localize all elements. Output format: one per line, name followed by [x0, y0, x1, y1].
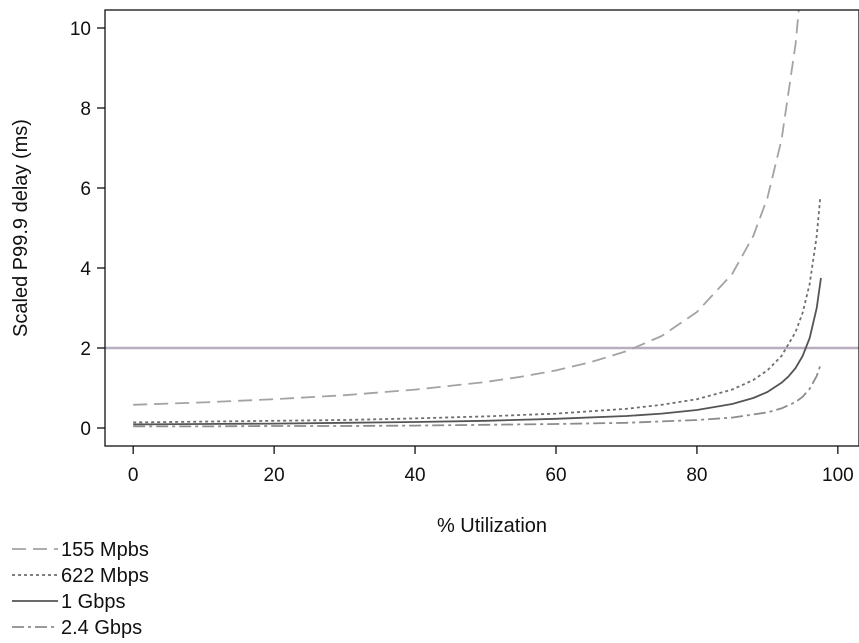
y-tick-label: 6	[80, 179, 91, 200]
series-line-3	[133, 277, 822, 426]
series-layer	[133, 10, 822, 428]
legend-label-3: 1 Gbps	[61, 591, 125, 613]
x-tick-label: 20	[264, 465, 285, 486]
legend-label-2: 622 Mbps	[61, 565, 149, 587]
x-tick-label: 80	[686, 465, 707, 486]
y-tick-label: 8	[80, 99, 91, 120]
series-line-1	[133, 10, 800, 406]
x-tick-label: 40	[404, 465, 425, 486]
legend-label-1: 155 Mpbs	[61, 539, 149, 561]
y-axis-label: Scaled P99.9 delay (ms)	[10, 119, 32, 337]
y-ticks: 0 2 4 6 8 10	[70, 19, 105, 440]
x-tick-label: 0	[128, 465, 139, 486]
x-tick-label: 60	[545, 465, 566, 486]
x-axis-label: % Utilization	[437, 515, 547, 537]
x-ticks: 0 20 40 60 80 100	[128, 446, 854, 486]
plot-frame	[104, 9, 859, 447]
y-tick-label: 10	[70, 19, 91, 40]
x-tick-label: 100	[822, 465, 854, 486]
legend: 155 Mpbs 622 Mbps 1 Gbps 2.4 Gbps	[12, 539, 149, 639]
legend-label-4: 2.4 Gbps	[61, 617, 142, 639]
series-line-4	[133, 365, 822, 428]
y-tick-label: 4	[80, 259, 91, 280]
series-line-2	[133, 197, 822, 424]
y-tick-label: 0	[80, 419, 91, 440]
y-tick-label: 2	[80, 339, 91, 360]
